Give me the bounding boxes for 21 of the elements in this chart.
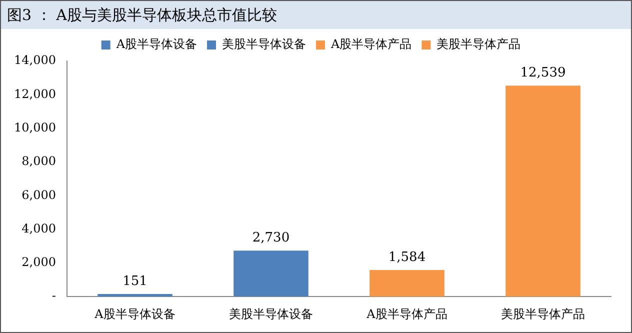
chart-title: 图3 ： A股与美股半导体板块总市值比较 [1, 1, 631, 29]
x-tick-label: A股半导体设备 [94, 306, 176, 321]
legend-label: 美股半导体设备 [222, 37, 306, 52]
legend-label: A股半导体设备 [115, 37, 198, 52]
data-label: 2,730 [252, 230, 290, 246]
y-tick-label: 4,000 [22, 221, 56, 236]
data-label: 151 [122, 274, 148, 289]
y-tick-label: - [52, 288, 56, 303]
data-label: 12,539 [520, 65, 566, 80]
x-tick-label: 美股半导体设备 [228, 306, 313, 321]
x-tick-label: 美股半导体产品 [501, 306, 585, 321]
y-tick-label: 12,000 [14, 86, 56, 101]
data-label: 1,584 [388, 250, 426, 265]
y-tick-label: 10,000 [14, 120, 56, 134]
legend-label: A股半导体产品 [330, 37, 412, 52]
y-tick-label: 6,000 [22, 188, 56, 202]
x-tick-label: A股半导体产品 [366, 306, 448, 321]
legend-label: 美股半导体产品 [436, 37, 521, 52]
y-tick-label: 14,000 [14, 53, 56, 68]
y-tick-label: 2,000 [22, 255, 56, 270]
y-tick-label: 8,000 [22, 154, 56, 168]
